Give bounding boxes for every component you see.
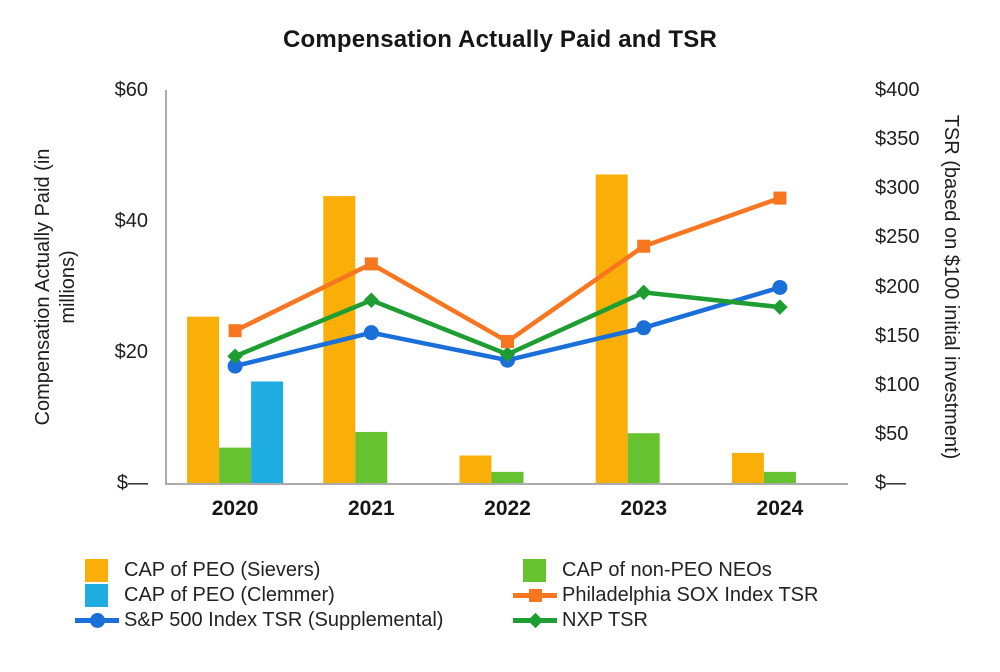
left-axis-tick-label: $— xyxy=(116,472,148,494)
legend-label: Philadelphia SOX Index TSR xyxy=(562,584,819,606)
clemmer-bar-swatch xyxy=(75,583,119,608)
legend-item: CAP of non-PEO NEOs xyxy=(513,558,818,583)
legend-item: S&P 500 Index TSR (Supplemental) xyxy=(75,608,443,633)
x-axis-label-2023: 2023 xyxy=(620,497,668,520)
left-axis-tick-label: $40 xyxy=(114,210,148,232)
right-axis-tick-label: $50 xyxy=(875,422,909,445)
left-axis-ticks: $60 $40 $20 $— xyxy=(0,0,148,672)
marker-nxp-tsr-2024 xyxy=(772,299,788,315)
right-axis-tick-label: $350 xyxy=(875,128,920,151)
nxp-line-marker xyxy=(513,608,557,633)
marker-sp500-index-tsr-2024 xyxy=(772,279,788,295)
x-axis-labels: 2020 2021 2022 2023 2024 xyxy=(0,497,1000,527)
right-axis-tick-label: $400 xyxy=(875,79,920,101)
right-axis-ticks: $400 $350 $300 $250 $200 $150 $100 $50 $— xyxy=(875,0,995,672)
right-axis-tick-label: $100 xyxy=(875,373,920,396)
marker-philadelphia-sox-index-tsr-2022 xyxy=(501,335,514,349)
legend-label: NXP TSR xyxy=(562,609,648,631)
x-axis-label-2021: 2021 xyxy=(347,497,395,520)
sievers-bar-swatch xyxy=(75,558,119,583)
right-axis-tick-label: $— xyxy=(875,472,907,494)
x-axis-label-2022: 2022 xyxy=(484,497,531,520)
bar-cap-non-peo-neos-2021 xyxy=(355,431,388,483)
legend-label: CAP of PEO (Sievers) xyxy=(124,559,321,581)
marker-nxp-tsr-2023 xyxy=(635,284,652,301)
right-axis-tick-label: $200 xyxy=(875,275,920,298)
bar-cap-non-peo-neos-2022 xyxy=(491,471,524,483)
bar-cap-peo-sievers-2024 xyxy=(731,452,764,483)
bar-cap-peo-sievers-2022 xyxy=(459,455,492,483)
right-axis-tick-label: $300 xyxy=(875,177,920,200)
legend-label: CAP of non-PEO NEOs xyxy=(562,559,772,581)
legend-column-1: CAP of PEO (Sievers) CAP of PEO (Clemmer)… xyxy=(75,558,443,633)
bar-cap-peo-clemmer-2020 xyxy=(251,381,284,483)
non-peo-bar-swatch xyxy=(513,558,557,583)
left-axis-tick-label: $20 xyxy=(114,341,148,363)
x-axis-label-2024: 2024 xyxy=(756,497,804,520)
plot-area xyxy=(165,90,848,485)
legend-item: CAP of PEO (Clemmer) xyxy=(75,583,443,608)
x-axis-label-2020: 2020 xyxy=(211,497,259,520)
legend-label: S&P 500 Index TSR (Supplemental) xyxy=(124,609,444,631)
marker-sp500-index-tsr-2020 xyxy=(227,358,243,374)
sox-line-marker xyxy=(513,583,557,608)
bar-cap-peo-sievers-2020 xyxy=(187,316,220,483)
chart-title: Compensation Actually Paid and TSR xyxy=(283,26,717,53)
left-axis-tick-label: $60 xyxy=(114,79,148,101)
marker-philadelphia-sox-index-tsr-2020 xyxy=(228,324,242,338)
bar-cap-non-peo-neos-2020 xyxy=(219,447,252,483)
sp500-line-marker xyxy=(75,608,119,633)
marker-sp500-index-tsr-2021 xyxy=(363,325,379,341)
legend-column-2: CAP of non-PEO NEOs Philadelphia SOX Inde… xyxy=(513,558,818,633)
bar-cap-peo-sievers-2023 xyxy=(595,174,628,483)
marker-philadelphia-sox-index-tsr-2023 xyxy=(637,239,651,253)
right-axis-tick-label: $250 xyxy=(875,226,920,249)
right-axis-tick-label: $150 xyxy=(875,324,920,347)
bar-cap-non-peo-neos-2024 xyxy=(763,471,796,483)
bar-cap-non-peo-neos-2023 xyxy=(627,433,660,483)
chart-svg xyxy=(187,174,796,483)
marker-philadelphia-sox-index-tsr-2021 xyxy=(364,257,378,271)
marker-nxp-tsr-2021 xyxy=(363,292,380,309)
legend-item: CAP of PEO (Sievers) xyxy=(75,558,443,583)
marker-sp500-index-tsr-2023 xyxy=(636,320,652,336)
legend-item: Philadelphia SOX Index TSR xyxy=(513,583,818,608)
line-philadelphia-sox-index-tsr xyxy=(234,195,781,345)
legend-label: CAP of PEO (Clemmer) xyxy=(124,584,335,606)
legend-item: NXP TSR xyxy=(513,608,818,633)
marker-philadelphia-sox-index-tsr-2024 xyxy=(773,191,787,205)
